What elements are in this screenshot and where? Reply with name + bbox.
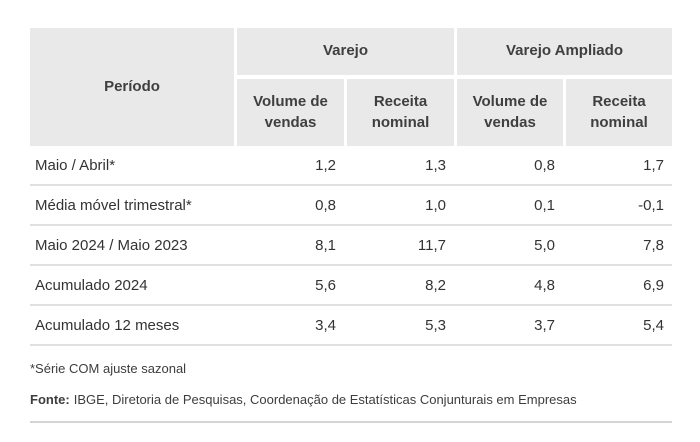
source-label: Fonte: (30, 391, 70, 407)
value-cell: 7,8 (643, 236, 664, 254)
group-header-varejo-ampliado: Varejo Ampliado (457, 28, 672, 75)
value-cell: 3,4 (315, 316, 336, 334)
footnote-source: Fonte: IBGE, Diretoria de Pesquisas, Coor… (30, 392, 672, 408)
value-cell: 0,8 (534, 156, 555, 174)
value-cell: 8,1 (315, 236, 336, 254)
table-row: Acumulado 12 meses 3,4 5,3 3,7 5,4 (30, 306, 672, 346)
group-header-varejo: Varejo (237, 28, 454, 75)
value-cell: 1,0 (425, 196, 446, 214)
bottom-divider (30, 421, 672, 424)
table-row: Maio / Abril* 1,2 1,3 0,8 1,7 (30, 146, 672, 186)
value-cell: 11,7 (417, 236, 446, 254)
value-cell: 0,1 (534, 196, 555, 214)
value-cell: 4,8 (534, 276, 555, 294)
value-cell: 1,2 (315, 156, 336, 174)
table-row: Acumulado 2024 5,6 8,2 4,8 6,9 (30, 266, 672, 306)
table-row: Média móvel trimestral* 0,8 1,0 0,1 -0,1 (30, 186, 672, 226)
value-cell: 5,4 (643, 316, 664, 334)
row-period-label: Maio 2024 / Maio 2023 (35, 236, 188, 254)
value-cell: 1,7 (643, 156, 664, 174)
value-cell: 5,3 (425, 316, 446, 334)
table-row: Maio 2024 / Maio 2023 8,1 11,7 5,0 7,8 (30, 226, 672, 266)
value-cell: 5,6 (315, 276, 336, 294)
row-period-label: Maio / Abril* (35, 156, 116, 174)
value-cell: 6,9 (643, 276, 664, 294)
column-header-ampliado-volume: Volume de vendas (457, 79, 563, 146)
value-cell: 8,2 (425, 276, 446, 294)
row-period-label: Média móvel trimestral* (35, 196, 192, 214)
row-period-label: Acumulado 12 meses (35, 316, 180, 334)
value-cell: 5,0 (534, 236, 555, 254)
value-cell: 1,3 (425, 156, 446, 174)
value-cell: 3,7 (534, 316, 555, 334)
column-header-period: Período (30, 28, 234, 146)
footnote-seasonal-adjustment: *Série COM ajuste sazonal (30, 361, 187, 376)
source-text: IBGE, Diretoria de Pesquisas, Coordenaçã… (73, 391, 577, 407)
value-cell: 0,8 (315, 196, 336, 214)
column-header-ampliado-receita: Receita nominal (566, 79, 672, 146)
column-header-varejo-volume: Volume de vendas (237, 79, 344, 146)
row-period-label: Acumulado 2024 (35, 276, 148, 294)
column-header-varejo-receita: Receita nominal (347, 79, 454, 146)
value-cell: -0,1 (638, 196, 664, 214)
retail-stats-table: Período Varejo Varejo Ampliado Volume de… (30, 28, 672, 424)
table-header: Período Varejo Varejo Ampliado Volume de… (30, 28, 672, 146)
